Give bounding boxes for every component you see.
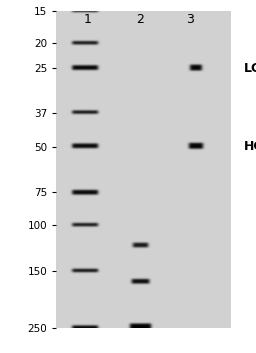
Text: HC: HC [244,140,256,153]
Text: 1: 1 [84,13,92,26]
Text: LC: LC [244,62,256,75]
Text: 2: 2 [136,13,144,26]
Text: 3: 3 [186,13,194,26]
